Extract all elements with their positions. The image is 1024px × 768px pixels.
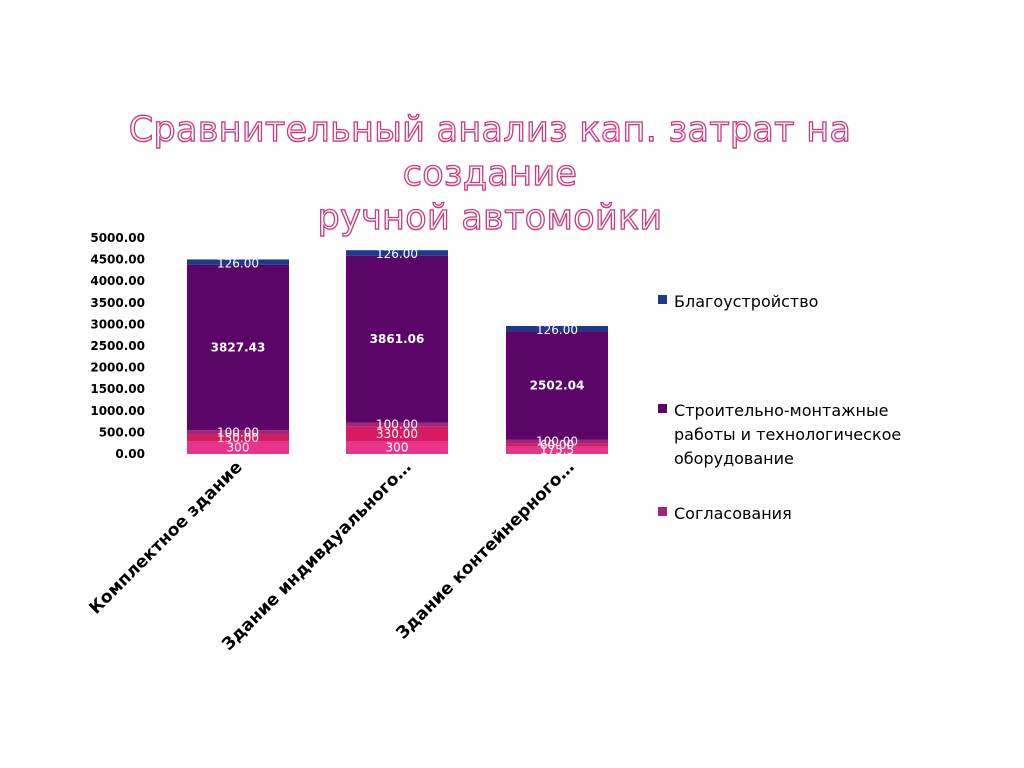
legend-item-smr: Строительно-монтажные работы и технологи… xyxy=(658,399,908,471)
bar-segment xyxy=(506,446,608,454)
bar-data-label: 330.00 xyxy=(376,427,418,441)
bar-segment xyxy=(187,259,289,265)
bar-segment xyxy=(506,331,608,440)
y-axis: 0.00 500.00 1000.00 1500.00 2000.00 2500.00 30… xyxy=(90,231,145,461)
bar-data-label: 126.00 xyxy=(536,323,578,337)
bar-data-label: 100.00 xyxy=(217,425,259,439)
bar-data-label: 300 xyxy=(227,441,250,455)
x-category-label: Здание индивдуального… xyxy=(218,457,415,654)
bar-data-label: 150.00 xyxy=(217,431,259,445)
y-tick-label: 1000.00 xyxy=(90,404,145,418)
bar-segment xyxy=(346,426,448,442)
y-tick-label: 5000.00 xyxy=(90,231,145,245)
bar-segment xyxy=(346,250,448,256)
y-tick-label: 4500.00 xyxy=(90,253,145,267)
bar-data-labels: 300150.00100.003827.43126.00300330.00100… xyxy=(211,247,585,457)
bar-segment xyxy=(187,264,289,431)
bar-segment xyxy=(506,443,608,447)
slide-title: Сравнительный анализ кап. затрат на созд… xyxy=(40,108,940,240)
slide-title-line-1: Сравнительный анализ кап. затрат на созд… xyxy=(128,109,852,194)
bar-data-label: 60.00 xyxy=(540,438,574,452)
bar-data-label: 3827.43 xyxy=(211,341,266,355)
bar-segment xyxy=(506,325,608,332)
legend-label: Согласования xyxy=(674,504,792,523)
bar-segment xyxy=(346,422,448,427)
legend-label: Благоустройство xyxy=(674,292,819,311)
bar-data-label: 2502.04 xyxy=(530,378,585,392)
bar-segment xyxy=(187,441,289,454)
bar-data-label: 300 xyxy=(386,441,409,455)
bar-data-label: 3861.06 xyxy=(370,332,425,346)
bar-segment xyxy=(187,430,289,435)
y-tick-label: 3000.00 xyxy=(90,317,145,331)
bar-data-label: 100.00 xyxy=(376,418,418,432)
bar-data-label: 126.00 xyxy=(376,247,418,261)
y-tick-label: 2500.00 xyxy=(90,339,145,353)
legend-item-soglasovaniya: Согласования xyxy=(658,502,792,526)
y-tick-label: 500.00 xyxy=(99,425,145,439)
legend-swatch xyxy=(658,507,667,516)
bar-data-label: 100.00 xyxy=(536,435,578,449)
y-tick-label: 4000.00 xyxy=(90,274,145,288)
legend-item-blagoustroistvo: Благоустройство xyxy=(658,290,818,314)
legend-label: Строительно-монтажные работы и технологи… xyxy=(674,401,902,468)
bar-data-label: 126.00 xyxy=(217,256,259,270)
x-category-label: Здание контейнерного… xyxy=(393,457,579,643)
y-tick-label: 3500.00 xyxy=(90,296,145,310)
legend-swatch xyxy=(658,404,667,413)
legend-swatch xyxy=(658,295,667,304)
bar-segment xyxy=(187,434,289,442)
x-category-label: Комплектное здание xyxy=(86,457,247,618)
y-tick-label: 0.00 xyxy=(115,447,145,461)
y-tick-label: 1500.00 xyxy=(90,382,145,396)
y-tick-label: 2000.00 xyxy=(90,361,145,375)
bar-segment xyxy=(346,441,448,454)
bar-segment xyxy=(506,439,608,444)
bar-segment xyxy=(346,255,448,423)
slide-title-line-2: ручной автомойки xyxy=(317,197,663,238)
bar-data-label: 175.5 xyxy=(540,443,574,457)
bars xyxy=(187,250,608,454)
